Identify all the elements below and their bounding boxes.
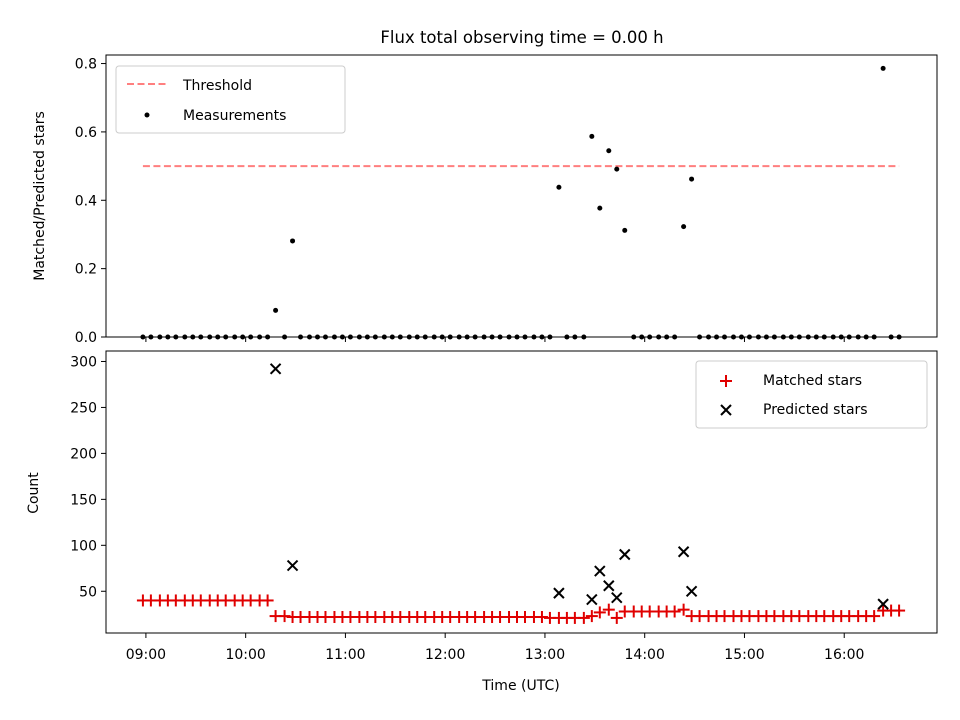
predicted-star-point: [269, 363, 282, 375]
predicted-star-point: [677, 546, 690, 558]
ratio-y-tick-label: 0.4: [75, 193, 97, 209]
matched-star-point: [585, 610, 598, 623]
measurement-point: [597, 205, 603, 211]
ratio-legend-box: [115, 65, 346, 134]
measurement-point: [681, 224, 687, 230]
predicted-star-point: [611, 591, 623, 604]
count-y-tick-label: 300: [70, 354, 97, 370]
ratio-plot-frame: [105, 54, 938, 338]
matched-legend-swatch: [720, 375, 732, 387]
count-x-tick-label: 12:00: [425, 647, 465, 663]
ratio-y-tick-label: 0.8: [75, 57, 97, 73]
matched-star-point: [610, 611, 623, 624]
measurement-point: [589, 133, 595, 139]
matched-star-point: [677, 603, 690, 616]
matched-star-point: [868, 610, 881, 623]
predicted-star-point: [685, 585, 698, 597]
count-x-ticks: 09:00 10:00 11:00 12:00 13:00 14:00 15:00 16:00: [126, 633, 864, 663]
count-y-tick-label: 200: [70, 446, 97, 462]
matched-star-point: [261, 594, 274, 607]
measurement-point: [273, 307, 279, 313]
measurement-point: [290, 238, 296, 244]
matched-star-point: [577, 611, 590, 624]
measurements-legend-label: Measurements: [183, 108, 286, 124]
ratio-y-axis-label: Matched/Predicted stars: [32, 111, 48, 281]
count-y-tick-label: 100: [70, 538, 97, 554]
matched-star-point: [668, 605, 681, 618]
count-panel: 50 100 150 200 250 300 09:00 10:00 11:00 12:00 13…: [26, 350, 938, 694]
measurement-point: [689, 176, 695, 182]
count-x-axis-label: Time (UTC): [481, 678, 559, 694]
predicted-star-point: [619, 548, 631, 561]
count-legend: Matched stars Predicted stars: [695, 360, 928, 429]
count-y-tick-label: 150: [70, 492, 97, 508]
measurement-point: [606, 148, 612, 154]
count-x-tick-label: 09:00: [126, 647, 166, 663]
matched-star-point: [602, 603, 615, 616]
ratio-y-tick-label: 0.6: [75, 125, 97, 141]
count-x-tick-label: 11:00: [325, 647, 365, 663]
ratio-chart-title: Flux total observing time = 0.00 h: [380, 28, 663, 47]
count-x-tick-label: 13:00: [525, 647, 565, 663]
ratio-x-ticks: [145, 337, 845, 342]
ratio-y-tick-label: 0.2: [75, 262, 97, 278]
predicted-legend-label: Predicted stars: [763, 402, 868, 418]
count-x-tick-label: 14:00: [625, 647, 665, 663]
predicted-star-point: [594, 565, 606, 577]
count-x-tick-label: 16:00: [824, 647, 864, 663]
ratio-y-tick-label: 0.0: [75, 330, 97, 346]
matched-legend-label: Matched stars: [763, 373, 862, 389]
measurement-point: [556, 184, 562, 190]
matched-star-point: [893, 604, 906, 617]
count-marks: [136, 363, 906, 624]
count-y-ticks: 50 100 150 200 250 300: [70, 354, 106, 600]
measurement-point: [614, 166, 620, 172]
measurements-legend-swatch: [144, 112, 150, 118]
count-y-axis-label: Count: [26, 472, 42, 514]
predicted-star-point: [553, 587, 565, 599]
ratio-y-ticks: 0.0 0.2 0.4 0.6 0.8: [75, 57, 106, 346]
threshold-legend-label: Threshold: [182, 78, 252, 94]
ratio-legend: Threshold Measurements: [115, 65, 346, 134]
count-y-tick-label: 250: [70, 400, 97, 416]
measurement-point: [622, 227, 628, 233]
predicted-star-point: [603, 580, 615, 592]
measurement-point: [880, 65, 886, 71]
count-x-tick-label: 15:00: [724, 647, 764, 663]
predicted-star-point: [877, 598, 889, 610]
predicted-star-point: [586, 593, 598, 606]
predicted-legend-swatch: [720, 404, 732, 416]
count-plot-frame: [105, 350, 938, 634]
count-legend-box: [695, 360, 928, 429]
predicted-star-point: [286, 559, 299, 572]
count-x-tick-label: 10:00: [225, 647, 265, 663]
count-y-tick-label: 50: [79, 584, 97, 600]
matched-star-point: [593, 606, 606, 619]
ratio-panel: Flux total observing time = 0.00 h 0.00.…: [32, 28, 938, 346]
